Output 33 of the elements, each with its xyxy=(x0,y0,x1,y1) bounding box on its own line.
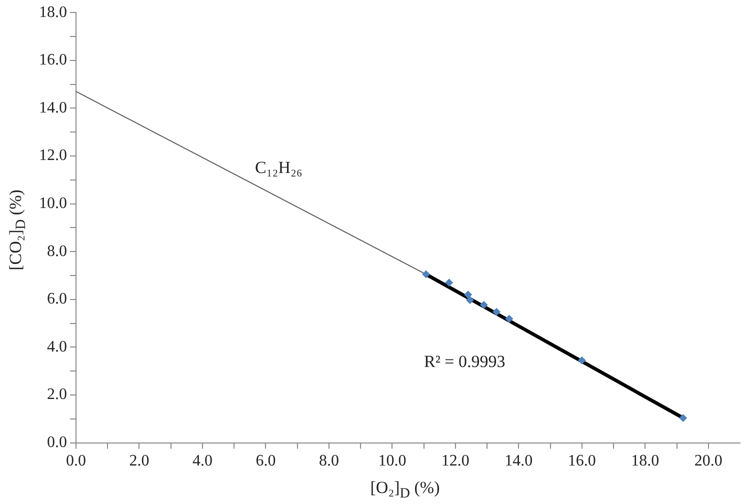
y-tick-label: 14.0 xyxy=(39,99,67,116)
x-tick-label: 14.0 xyxy=(504,452,533,470)
point xyxy=(480,300,488,309)
y-tick-label: 8.0 xyxy=(47,242,67,260)
x-tick-label: 6.0 xyxy=(256,452,276,470)
x-tick-label: 2.0 xyxy=(129,452,150,470)
x-tick-label: 10.0 xyxy=(378,452,406,470)
point xyxy=(492,308,501,316)
y-tick-label: 6.0 xyxy=(47,290,67,308)
point xyxy=(464,290,472,299)
point xyxy=(679,414,688,422)
point xyxy=(466,296,474,304)
point xyxy=(445,278,454,287)
x-tick-label: 0.0 xyxy=(66,452,86,470)
x-tick-label: 18.0 xyxy=(631,452,660,470)
x-tick-label: 20.0 xyxy=(694,452,722,470)
y-tick-label: 10.0 xyxy=(39,195,67,212)
y-tick-label: 12.0 xyxy=(39,147,67,164)
y-tick-label: 18.0 xyxy=(39,4,67,21)
y-tick-label: 0.0 xyxy=(47,434,67,452)
x-tick-label: 8.0 xyxy=(318,452,339,470)
x-axis-title: [O₂]$_{D}$ (%) xyxy=(369,478,441,502)
x-tick-label: 12.0 xyxy=(441,452,470,470)
point xyxy=(422,270,430,278)
y-tick-label: 16.0 xyxy=(39,52,67,69)
point xyxy=(578,356,586,364)
point xyxy=(505,314,514,323)
x-tick-label: 4.0 xyxy=(192,452,212,470)
annotation: C₁₂H₂₆ xyxy=(255,158,302,178)
x-tick-label: 16.0 xyxy=(568,452,596,470)
y-tick-label: 4.0 xyxy=(47,338,67,356)
y-tick-label: 2.0 xyxy=(47,386,67,404)
annotation: R² = 0.9993 xyxy=(424,352,506,372)
